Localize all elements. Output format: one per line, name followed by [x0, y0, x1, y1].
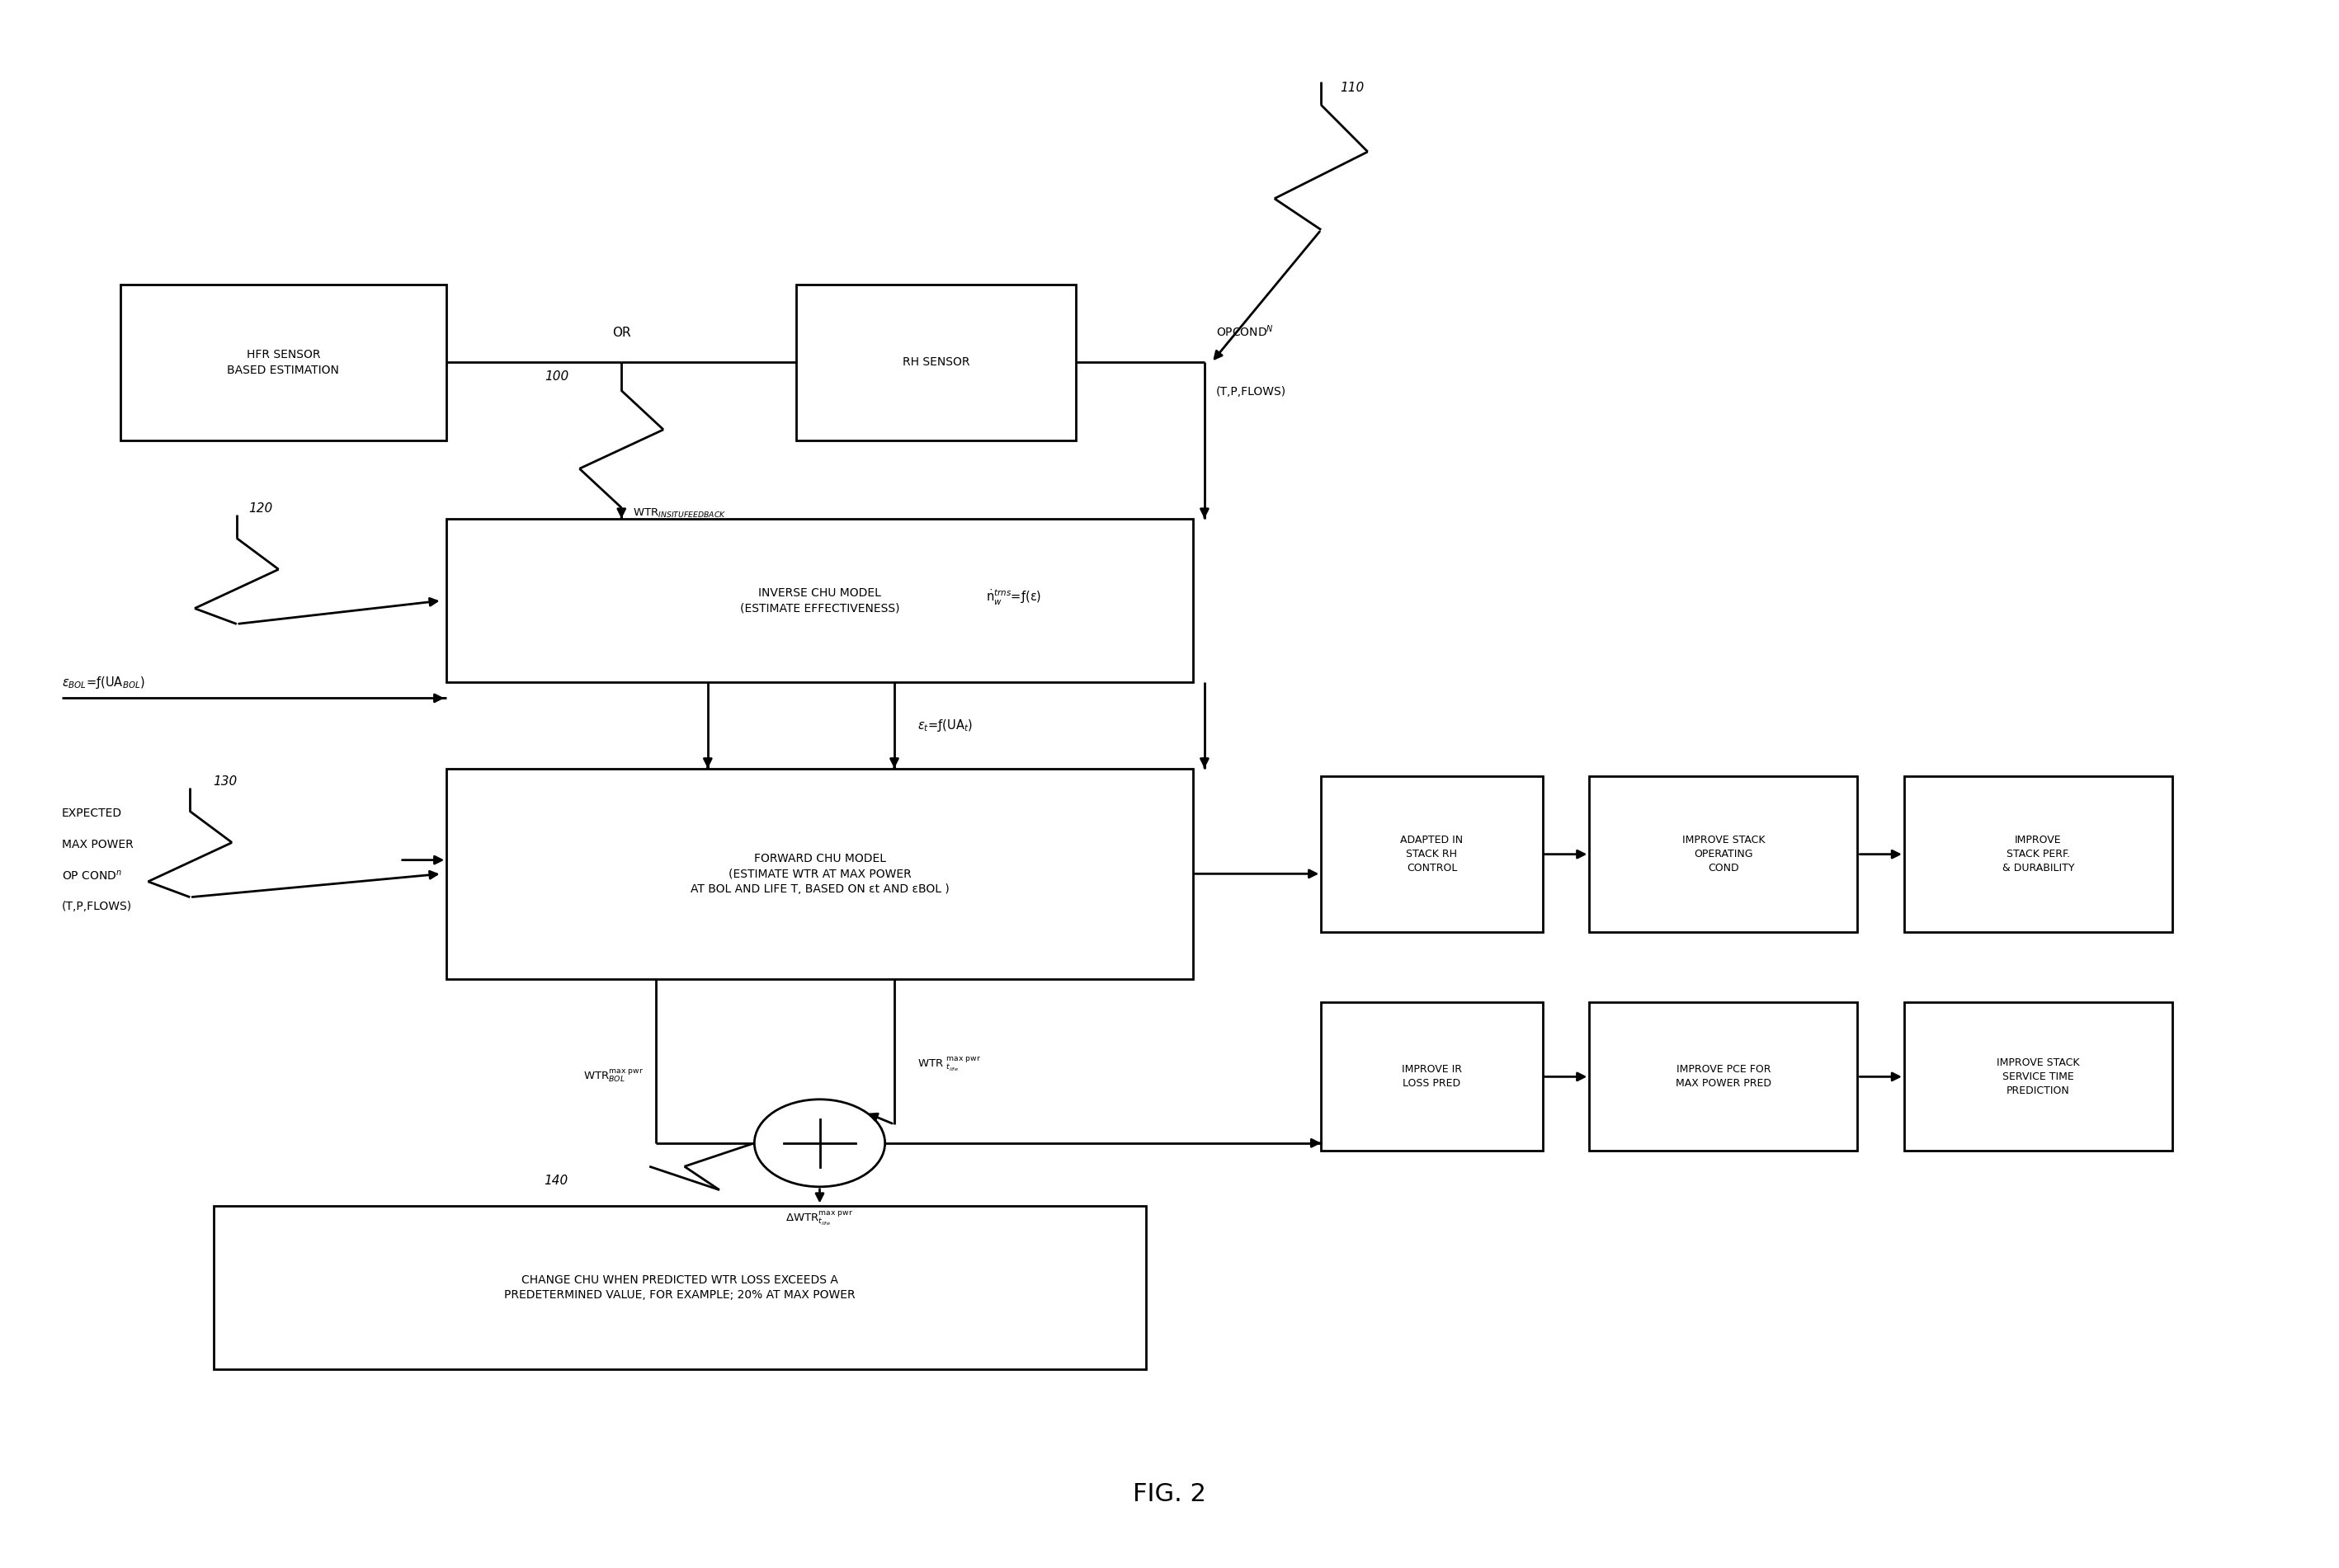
Bar — [1322, 776, 1544, 933]
Text: FIG. 2: FIG. 2 — [1132, 1482, 1207, 1507]
Bar — [447, 519, 1193, 682]
Text: OR: OR — [613, 326, 632, 339]
Text: $\varepsilon_t$=ƒ(UA$_t$): $\varepsilon_t$=ƒ(UA$_t$) — [917, 718, 973, 734]
Bar — [1588, 1002, 1857, 1151]
Text: IMPROVE STACK
SERVICE TIME
PREDICTION: IMPROVE STACK SERVICE TIME PREDICTION — [1998, 1057, 2079, 1096]
Text: IMPROVE PCE FOR
MAX POWER PRED: IMPROVE PCE FOR MAX POWER PRED — [1675, 1065, 1771, 1090]
Text: 110: 110 — [1340, 82, 1364, 94]
Text: OPCOND$^{N}$: OPCOND$^{N}$ — [1216, 323, 1275, 339]
Text: 100: 100 — [545, 370, 568, 383]
Text: ADAPTED IN
STACK RH
CONTROL: ADAPTED IN STACK RH CONTROL — [1401, 834, 1464, 873]
Text: OP COND$^n$: OP COND$^n$ — [61, 869, 122, 883]
Text: INVERSE CHU MODEL
(ESTIMATE EFFECTIVENESS): INVERSE CHU MODEL (ESTIMATE EFFECTIVENES… — [739, 586, 901, 615]
Text: RH SENSOR: RH SENSOR — [903, 358, 971, 368]
Text: (T,P,FLOWS): (T,P,FLOWS) — [61, 902, 131, 913]
Text: 140: 140 — [543, 1174, 568, 1187]
Text: WTR$_{IN SITU FEEDBACK}$: WTR$_{IN SITU FEEDBACK}$ — [634, 506, 727, 519]
Bar — [213, 1206, 1146, 1369]
Text: IMPROVE
STACK PERF.
& DURABILITY: IMPROVE STACK PERF. & DURABILITY — [2002, 834, 2075, 873]
Text: WTR$^{\mathdefault{max\ pwr}}_{BOL}$: WTR$^{\mathdefault{max\ pwr}}_{BOL}$ — [582, 1068, 643, 1083]
Bar — [795, 284, 1076, 441]
Text: IMPROVE IR
LOSS PRED: IMPROVE IR LOSS PRED — [1401, 1065, 1462, 1090]
Bar — [447, 768, 1193, 978]
Text: MAX POWER: MAX POWER — [61, 839, 133, 850]
Text: CHANGE CHU WHEN PREDICTED WTR LOSS EXCEEDS A
PREDETERMINED VALUE, FOR EXAMPLE; 2: CHANGE CHU WHEN PREDICTED WTR LOSS EXCEE… — [505, 1275, 856, 1301]
Bar — [1904, 1002, 2173, 1151]
Text: HFR SENSOR
BASED ESTIMATION: HFR SENSOR BASED ESTIMATION — [227, 350, 339, 376]
Text: FORWARD CHU MODEL
(ESTIMATE WTR AT MAX POWER
AT BOL AND LIFE T, BASED ON εt AND : FORWARD CHU MODEL (ESTIMATE WTR AT MAX P… — [690, 853, 950, 895]
Text: $\mathdefault{\dot{n}}$$_{w}^{trns}$=ƒ(ε): $\mathdefault{\dot{n}}$$_{w}^{trns}$=ƒ(ε… — [987, 588, 1041, 607]
Text: IMPROVE STACK
OPERATING
COND: IMPROVE STACK OPERATING COND — [1682, 834, 1766, 873]
Text: EXPECTED: EXPECTED — [61, 808, 122, 818]
Text: (T,P,FLOWS): (T,P,FLOWS) — [1216, 386, 1286, 397]
Text: 120: 120 — [248, 502, 271, 514]
Bar — [1588, 776, 1857, 933]
Bar — [1904, 776, 2173, 933]
Text: $\varepsilon_{BOL}$=ƒ(UA$_{BOL}$): $\varepsilon_{BOL}$=ƒ(UA$_{BOL}$) — [61, 674, 145, 690]
Text: $\Delta$WTR$^{\mathdefault{max\ pwr}}_{t_{life}}$: $\Delta$WTR$^{\mathdefault{max\ pwr}}_{t… — [786, 1210, 854, 1228]
Bar — [1322, 1002, 1544, 1151]
Bar — [119, 284, 447, 441]
Text: WTR $^{\mathdefault{max\ pwr}}_{t_{life}}$: WTR $^{\mathdefault{max\ pwr}}_{t_{life}… — [917, 1055, 982, 1073]
Text: 130: 130 — [213, 776, 239, 787]
